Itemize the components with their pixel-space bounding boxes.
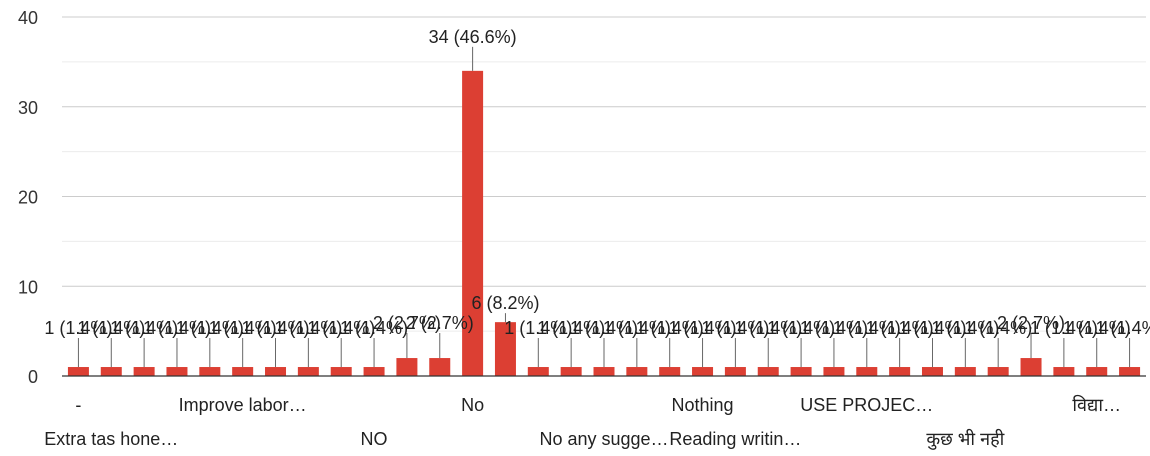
x-tick-label: कुछ भी नही [926,428,1004,450]
bar [527,367,549,376]
data-label: 1 (1.4%) [1063,318,1131,338]
bar [856,367,878,376]
data-label: 2 (2.7%) [406,313,474,333]
data-label: 1 (1.4%) [767,318,835,338]
bar [265,367,287,376]
bar [921,367,943,376]
bar [67,367,89,376]
x-tick-label: No [461,395,484,415]
bar [396,358,418,376]
x-tick-label: Extra tas hone… [44,429,178,449]
y-tick-label: 20 [18,188,38,208]
bar [166,367,188,376]
x-tick-label: USE PROJEC… [800,395,933,415]
bar [659,367,681,376]
bar [1020,358,1042,376]
data-label: 1 (1.4%) [143,318,211,338]
data-label: 1 (1.4%) [274,318,342,338]
bar [593,367,615,376]
y-tick-label: 30 [18,98,38,118]
x-tick-label: Reading writin… [669,429,801,449]
bar [133,367,155,376]
bar [429,358,451,376]
data-label: 1 (1.4%) [209,318,277,338]
bar [1119,367,1141,376]
data-labels: 1 (1.4%)1 (1.4%)1 (1.4%)1 (1.4%)1 (1.4%)… [44,27,1150,338]
bar [560,367,582,376]
data-label: 1 (1.4%) [537,318,605,338]
bar [889,367,911,376]
data-label: 1 (1.4%) [1096,318,1150,338]
data-label: 1 (1.4%) [241,318,309,338]
bar [494,322,516,376]
data-label: 1 (1.4%) [734,318,802,338]
x-tick-label: - [75,395,81,415]
data-label: 1 (1.4%) [669,318,737,338]
gridlines [62,16,1146,377]
data-label: 1 (1.4%) [701,318,769,338]
data-label: 1 (1.4%) [1030,318,1098,338]
x-tick-label: No any sugge… [539,429,668,449]
y-tick-label: 0 [28,367,38,387]
data-label: 1 (1.4%) [307,318,375,338]
data-label: 1 (1.4%) [636,318,704,338]
data-label: 1 (1.4%) [964,318,1032,338]
y-tick-label: 10 [18,277,38,297]
data-label: 1 (1.4%) [340,318,408,338]
data-label: 1 (1.4%) [866,318,934,338]
data-label: 1 (1.4%) [176,318,244,338]
data-label: 1 (1.4%) [570,318,638,338]
bar [1086,367,1108,376]
data-label: 1 (1.4%) [504,318,572,338]
bar [462,70,484,376]
bar [626,367,648,376]
data-label: 1 (1.4%) [77,318,145,338]
x-tick-label: Nothing [672,395,734,415]
data-label: 1 (1.4%) [931,318,999,338]
data-label: 1 (1.4%) [603,318,671,338]
bar [757,367,779,376]
bar [330,367,352,376]
data-label: 34 (46.6%) [429,27,517,47]
bar [823,367,845,376]
bar [954,367,976,376]
bar [100,367,122,376]
data-label: 2 (2.7%) [997,313,1065,333]
x-tick-label: विद्या… [1072,394,1121,415]
data-label: 6 (8.2%) [471,293,539,313]
bar [363,367,385,376]
data-label: 1 (1.4%) [898,318,966,338]
bar [790,367,812,376]
bar [297,367,319,376]
data-label: 1 (1.4%) [110,318,178,338]
data-label: 1 (1.4%) [44,318,112,338]
bars [67,70,1141,376]
y-axis: 0 10 20 30 40 [18,8,38,387]
data-label: 2 (2.7%) [373,313,441,333]
data-label-leaders [77,46,1131,368]
x-tick-label: Improve labor… [179,395,307,415]
data-label: 1 (1.4%) [833,318,901,338]
bar [199,367,221,376]
bar [987,367,1009,376]
x-axis: - Extra tas hone…Improve labor… NO No No any… [44,375,1146,450]
data-label: 1 (1.4%) [800,318,868,338]
y-tick-label: 40 [18,8,38,28]
bar [1053,367,1075,376]
bar [232,367,254,376]
bar [724,367,746,376]
bar [692,367,714,376]
x-tick-label: NO [361,429,388,449]
